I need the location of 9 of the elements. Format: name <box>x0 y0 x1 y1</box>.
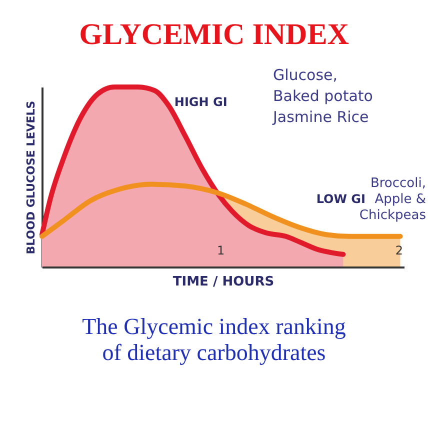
y-axis-title: BLOOD GLUCOSE LEVELS <box>24 100 38 254</box>
x-tick-label: 2 <box>395 244 403 258</box>
x-axis-title: TIME / HOURS <box>172 274 274 290</box>
series-label: HIGH GI <box>174 95 228 109</box>
x-tick-label: 1 <box>217 244 225 258</box>
text: LOW GI <box>316 192 366 206</box>
text: The Glycemic index ranking of dietary carbohydrates <box>82 314 346 365</box>
annotation: Glucose, Baked potato Jasmine Rice <box>272 66 373 126</box>
chart-title: GLYCEMIC INDEX <box>79 18 350 51</box>
